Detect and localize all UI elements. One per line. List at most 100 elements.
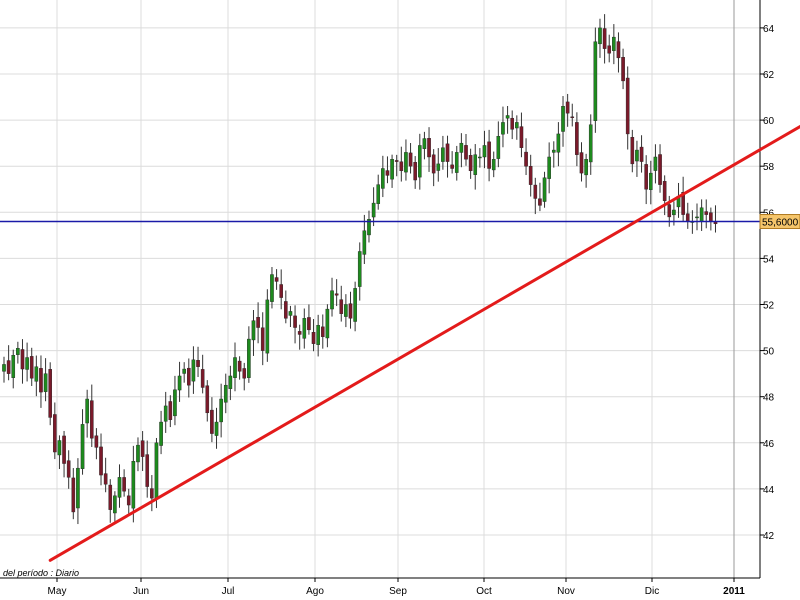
candle	[113, 491, 117, 524]
candle-body-up	[214, 421, 219, 436]
candle-body-down	[20, 349, 25, 370]
candle-body-up	[113, 495, 117, 514]
candle-body-up	[598, 27, 602, 45]
candle-body-up	[270, 274, 274, 302]
candle-body-down	[39, 368, 43, 393]
candle	[16, 341, 20, 364]
candle-body-down	[385, 170, 390, 176]
candle	[279, 269, 284, 310]
candle-body-up	[635, 149, 639, 162]
candle	[510, 110, 515, 140]
candle-body-up	[25, 357, 29, 370]
candle-body-down	[639, 146, 644, 162]
candle-body-up	[43, 373, 48, 392]
candle	[39, 355, 43, 408]
candle-body-up	[353, 288, 357, 322]
candle-body-down	[431, 154, 436, 174]
candle-body-down	[667, 204, 672, 218]
candle	[71, 468, 76, 520]
candle-body-up	[182, 368, 186, 374]
candle-body-down	[293, 315, 297, 328]
candle	[639, 135, 644, 173]
y-tick-label: 42	[763, 531, 775, 542]
candle	[122, 469, 126, 497]
candle	[344, 294, 348, 328]
candle	[459, 133, 464, 168]
candle	[136, 437, 140, 472]
x-tick-label: Nov	[557, 586, 575, 597]
candle	[348, 291, 353, 329]
candle	[630, 129, 635, 173]
candle	[464, 133, 468, 166]
candle-body-down	[528, 166, 533, 185]
candle	[108, 479, 113, 523]
candle	[362, 214, 367, 264]
candle	[625, 66, 630, 150]
candle	[163, 391, 168, 433]
y-tick-label: 46	[763, 439, 775, 450]
candle	[478, 148, 482, 168]
candle	[496, 121, 501, 168]
candle-body-down	[62, 435, 66, 464]
candle	[551, 141, 556, 168]
candle	[177, 361, 182, 402]
candle-body-up	[441, 147, 445, 162]
candle-body-down	[413, 162, 417, 181]
candle	[598, 18, 602, 58]
candle	[233, 342, 237, 392]
candle-body-down	[450, 164, 454, 169]
trendline	[48, 124, 800, 562]
candle	[505, 105, 510, 134]
candle	[29, 347, 34, 386]
candle-body-up	[649, 172, 653, 190]
candle	[404, 139, 408, 181]
candle-body-down	[570, 116, 575, 119]
axis-layer	[0, 0, 761, 579]
candle-body-up	[219, 398, 223, 423]
candles	[2, 14, 718, 525]
candle-body-down	[579, 152, 584, 174]
candle	[53, 402, 57, 460]
candle	[538, 182, 542, 212]
candle	[205, 380, 210, 422]
candle-body-up	[491, 159, 496, 171]
candle	[200, 354, 205, 394]
candle-body-up	[302, 318, 307, 339]
candle	[501, 106, 505, 148]
candle-body-up	[177, 375, 182, 391]
candle-body-up	[482, 145, 487, 158]
candle	[515, 115, 519, 140]
candle	[658, 144, 662, 193]
candle-body-up	[496, 136, 501, 159]
candle-body-up	[515, 122, 519, 129]
candle	[274, 269, 279, 290]
candle-body-up	[473, 154, 478, 175]
candle	[186, 358, 191, 398]
candle	[237, 356, 242, 380]
current-price-label: 55,6000	[762, 218, 799, 229]
candle-body-up	[191, 359, 196, 382]
candle	[649, 160, 653, 205]
candle-body-up	[265, 299, 270, 354]
candle	[441, 135, 445, 170]
candle	[418, 133, 422, 190]
candle-body-up	[454, 152, 459, 173]
candle-body-down	[6, 360, 11, 374]
candle	[390, 154, 394, 188]
candle	[57, 435, 62, 469]
candle-body-down	[145, 454, 150, 487]
candle-body-down	[602, 28, 607, 49]
candle	[247, 326, 251, 383]
candle	[371, 187, 376, 227]
candle	[584, 153, 588, 188]
y-tick-label: 62	[763, 70, 775, 81]
candle	[593, 27, 598, 133]
candle	[612, 24, 616, 65]
candle-body-up	[330, 290, 334, 310]
grid-lines	[0, 0, 764, 582]
candle	[223, 373, 228, 414]
candle	[34, 355, 39, 397]
candle	[662, 175, 667, 216]
candle-body-up	[117, 477, 122, 498]
